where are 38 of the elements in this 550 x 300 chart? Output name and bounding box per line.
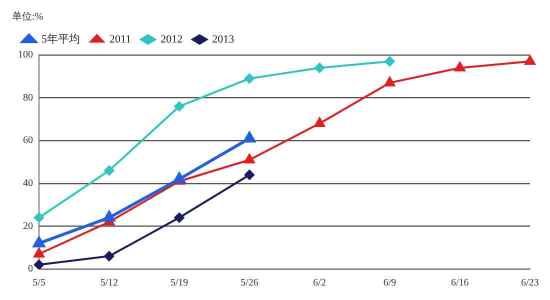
y-tick-label: 60 [23, 135, 33, 146]
x-tick-label: 5/12 [100, 278, 118, 289]
point [33, 236, 45, 248]
point [454, 62, 466, 72]
y-axis-title: 单位:% [12, 10, 44, 23]
legend-label: 2011 [110, 33, 132, 46]
point [34, 212, 44, 223]
point [314, 117, 325, 127]
x-tick-label: 5/19 [170, 278, 188, 289]
x-tick-label: 6/9 [383, 278, 396, 289]
x-tick-label: 5/26 [240, 278, 258, 289]
legend-label: 5年平均 [42, 33, 80, 46]
point [103, 211, 115, 222]
point [174, 212, 184, 223]
point [524, 55, 536, 65]
point [384, 76, 396, 86]
x-tick-label: 6/23 [521, 278, 539, 289]
point [244, 170, 254, 180]
point [104, 251, 114, 262]
legend-label: 2013 [212, 33, 235, 46]
point [34, 260, 44, 269]
x-tick-label: 6/2 [313, 278, 326, 289]
point [314, 62, 325, 73]
y-tick-label: 100 [18, 50, 33, 61]
point [34, 248, 44, 258]
y-tick-label: 80 [23, 92, 33, 104]
point [384, 56, 395, 66]
x-tick-label: 5/5 [32, 278, 46, 289]
point [104, 166, 114, 176]
y-tick-label: 40 [23, 178, 33, 190]
point [244, 154, 255, 164]
legend-label: 2012 [160, 33, 183, 46]
point [174, 101, 184, 112]
y-tick-label: 20 [23, 220, 33, 232]
x-tick-label: 6/16 [450, 278, 469, 289]
y-tick-label: 0 [28, 264, 33, 275]
point [244, 74, 254, 84]
point [244, 132, 256, 142]
